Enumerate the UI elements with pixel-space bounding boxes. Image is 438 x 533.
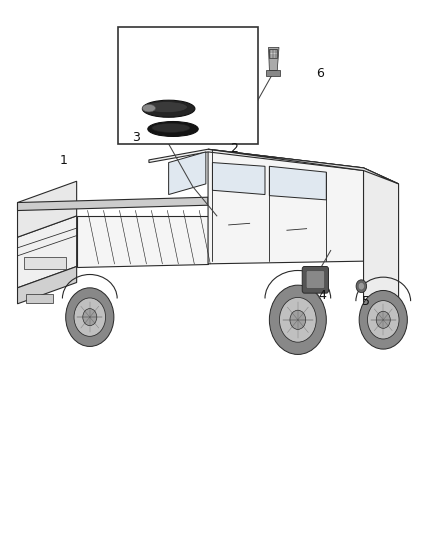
Text: 5: 5 [362, 295, 370, 308]
FancyBboxPatch shape [306, 271, 325, 288]
Circle shape [367, 301, 399, 339]
Circle shape [279, 297, 316, 342]
Ellipse shape [145, 102, 187, 112]
FancyBboxPatch shape [302, 266, 328, 293]
Ellipse shape [142, 104, 155, 112]
Circle shape [66, 288, 114, 346]
Ellipse shape [152, 124, 190, 132]
Polygon shape [18, 197, 208, 211]
Text: 2: 2 [230, 142, 238, 155]
Polygon shape [364, 304, 399, 330]
Circle shape [290, 310, 306, 329]
Text: 4: 4 [318, 289, 326, 302]
Ellipse shape [148, 122, 198, 136]
Bar [24, 257, 66, 269]
Polygon shape [364, 168, 399, 320]
Polygon shape [18, 181, 77, 237]
Circle shape [356, 280, 367, 293]
Circle shape [376, 311, 390, 328]
Circle shape [83, 309, 97, 326]
Text: 6: 6 [316, 67, 324, 80]
Polygon shape [269, 49, 277, 58]
Polygon shape [208, 149, 399, 184]
Circle shape [359, 290, 407, 349]
Polygon shape [268, 47, 279, 70]
Polygon shape [149, 149, 399, 184]
Circle shape [74, 298, 106, 336]
Ellipse shape [142, 100, 195, 117]
Polygon shape [18, 216, 77, 288]
Bar [26, 294, 53, 303]
Bar [118, 27, 258, 144]
Polygon shape [18, 266, 77, 304]
Text: 1: 1 [60, 155, 67, 167]
Polygon shape [266, 70, 280, 76]
Polygon shape [169, 152, 206, 195]
Polygon shape [77, 216, 208, 266]
Polygon shape [269, 166, 326, 200]
Text: 3: 3 [132, 131, 140, 144]
Polygon shape [208, 149, 364, 264]
Circle shape [358, 282, 364, 290]
Circle shape [269, 285, 326, 354]
Polygon shape [212, 163, 265, 195]
